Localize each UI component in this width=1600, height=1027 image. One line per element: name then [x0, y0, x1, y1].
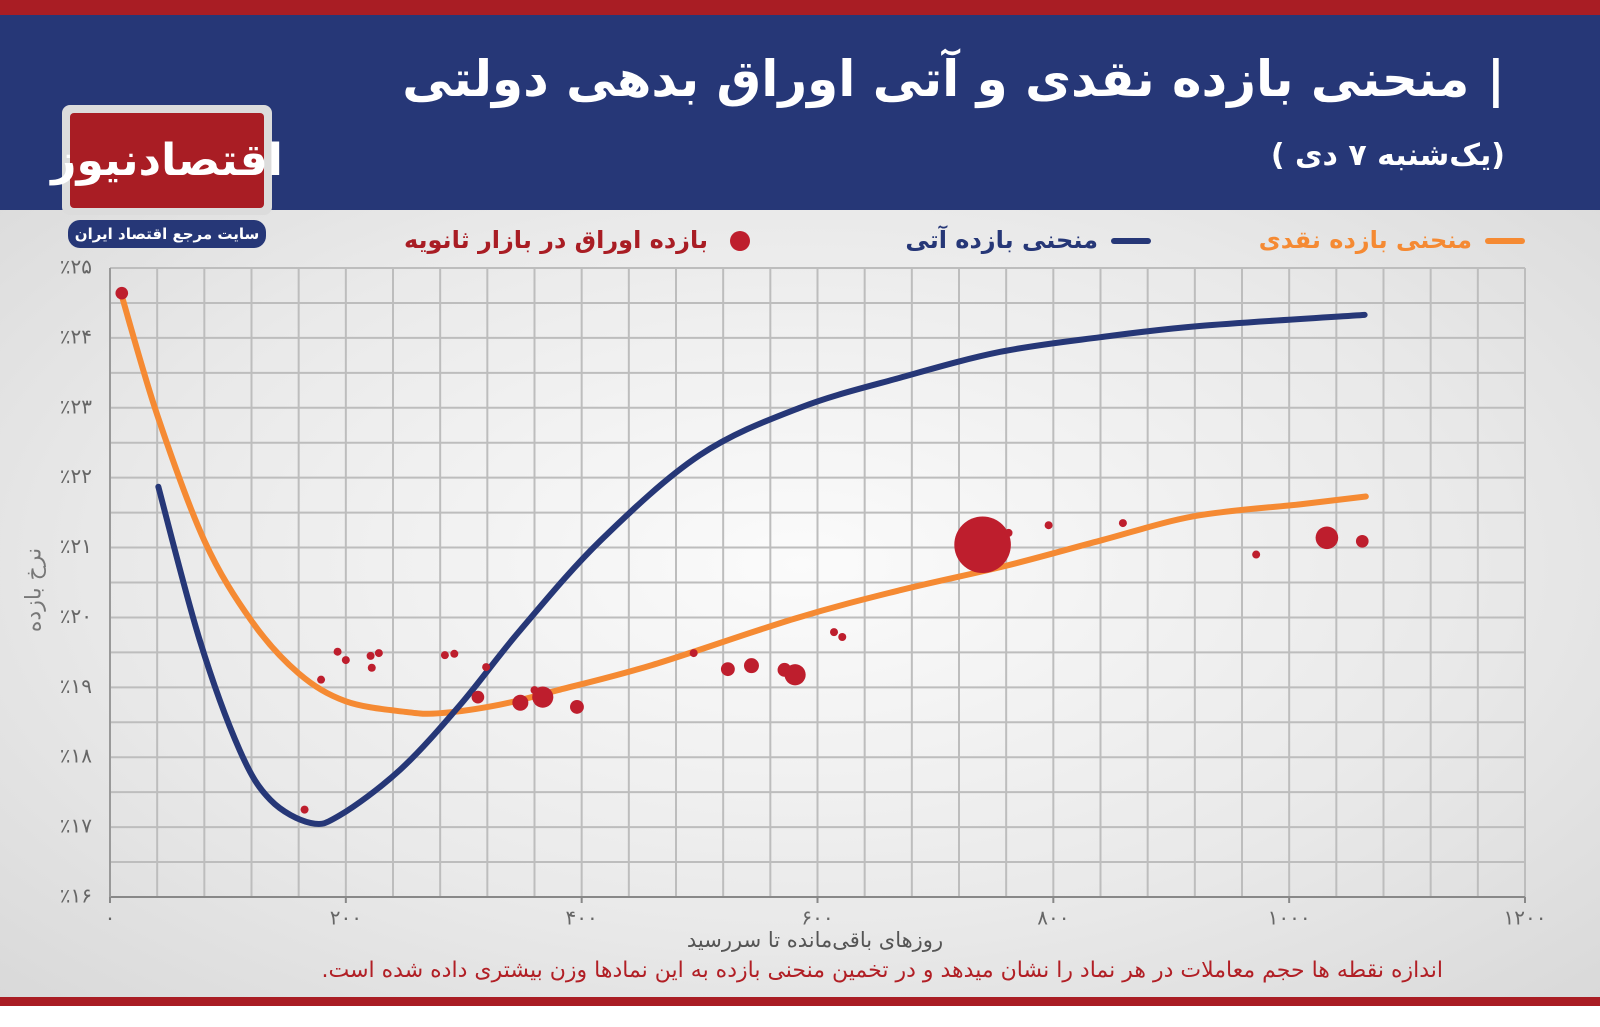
chart-subtitle: (یک‌شنبه ۷ دی )	[1270, 138, 1505, 173]
x-tick-label: ۸۰۰	[1037, 906, 1069, 930]
scatter-point	[317, 675, 326, 684]
legend-label: بازده اوراق در بازار ثانویه	[404, 226, 708, 254]
y-tick-label: ٪۱۶	[60, 884, 92, 908]
scatter-point	[512, 694, 529, 711]
scatter-point	[570, 699, 584, 714]
y-tick-label: ٪۱۷	[60, 814, 92, 838]
scatter-point	[838, 633, 847, 642]
scatter-point	[115, 286, 129, 300]
scatter-point	[367, 663, 376, 672]
line-series	[118, 292, 1369, 717]
y-tick-label: ٪۱۹	[60, 674, 92, 698]
x-tick-label: ۶۰۰	[801, 906, 833, 930]
y-tick-label: ٪۲۰	[60, 604, 92, 628]
chart-background	[0, 210, 1600, 997]
scatter-point	[482, 663, 491, 672]
scatter-point	[830, 628, 839, 637]
scatter-point	[530, 686, 539, 695]
scatter-point	[1004, 528, 1013, 537]
scatter-point	[341, 656, 350, 665]
footnote: اندازه نقطه ها حجم معاملات در هر نماد را…	[321, 958, 1443, 983]
x-tick-label: ۱۲۰۰	[1504, 906, 1547, 930]
scatter-point	[784, 664, 806, 686]
scatter-point	[1118, 519, 1127, 528]
scatter-point	[954, 516, 1011, 574]
scatter-point	[440, 651, 449, 660]
y-tick-label: ٪۲۱	[60, 534, 92, 558]
scatter-point	[689, 649, 698, 658]
scatter-point	[1315, 526, 1339, 550]
scatter-point	[333, 647, 342, 656]
y-axis-title: نرخ بازده	[21, 547, 47, 633]
scatter-point	[743, 658, 759, 674]
y-tick-label: ٪۲۳	[60, 394, 92, 418]
y-tick-label: ٪۲۵	[60, 255, 92, 279]
line-series	[155, 311, 1368, 828]
y-tick-label: ٪۲۲	[60, 464, 92, 488]
x-tick-label: ۰	[105, 906, 116, 930]
x-axis-title: روزهای باقی‌مانده تا سررسید	[686, 928, 944, 952]
scatter-point	[374, 649, 383, 658]
y-tick-label: ٪۲۴	[60, 324, 92, 348]
x-tick-label: ۱۰۰۰	[1268, 906, 1311, 930]
x-tick-label: ۴۰۰	[566, 906, 598, 930]
logo-tagline: سایت مرجع اقتصاد ایران	[68, 220, 266, 248]
scatter-point	[1355, 534, 1369, 548]
scatter-point	[300, 805, 309, 814]
legend-swatch	[730, 231, 750, 251]
chart-title: | منحنی بازده نقدی و آتی اوراق بدهی دولت…	[402, 50, 1505, 108]
legend-label: منحنی بازده نقدی	[1259, 226, 1472, 254]
y-tick-label: ٪۱۸	[60, 744, 92, 768]
bottom-bar	[0, 997, 1600, 1006]
logo: اقتصادنیوز	[51, 113, 283, 208]
top-bar	[0, 0, 1600, 15]
legend-label: منحنی بازده آتی	[905, 225, 1098, 254]
scatter-point	[1044, 521, 1053, 530]
x-tick-label: ۲۰۰	[330, 906, 362, 930]
scatter-point	[471, 690, 485, 704]
scatter-point	[366, 651, 375, 660]
scatter-point	[1252, 550, 1261, 559]
scatter-point	[450, 649, 459, 658]
scatter-point	[720, 662, 735, 677]
